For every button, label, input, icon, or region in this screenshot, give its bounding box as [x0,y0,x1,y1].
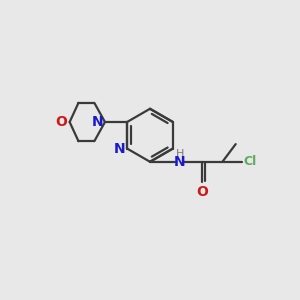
Text: H: H [176,148,184,158]
Text: O: O [196,185,208,199]
Text: N: N [174,155,186,169]
Text: N: N [114,142,126,155]
Text: N: N [92,115,103,129]
Text: O: O [56,115,67,129]
Text: Cl: Cl [243,155,256,168]
